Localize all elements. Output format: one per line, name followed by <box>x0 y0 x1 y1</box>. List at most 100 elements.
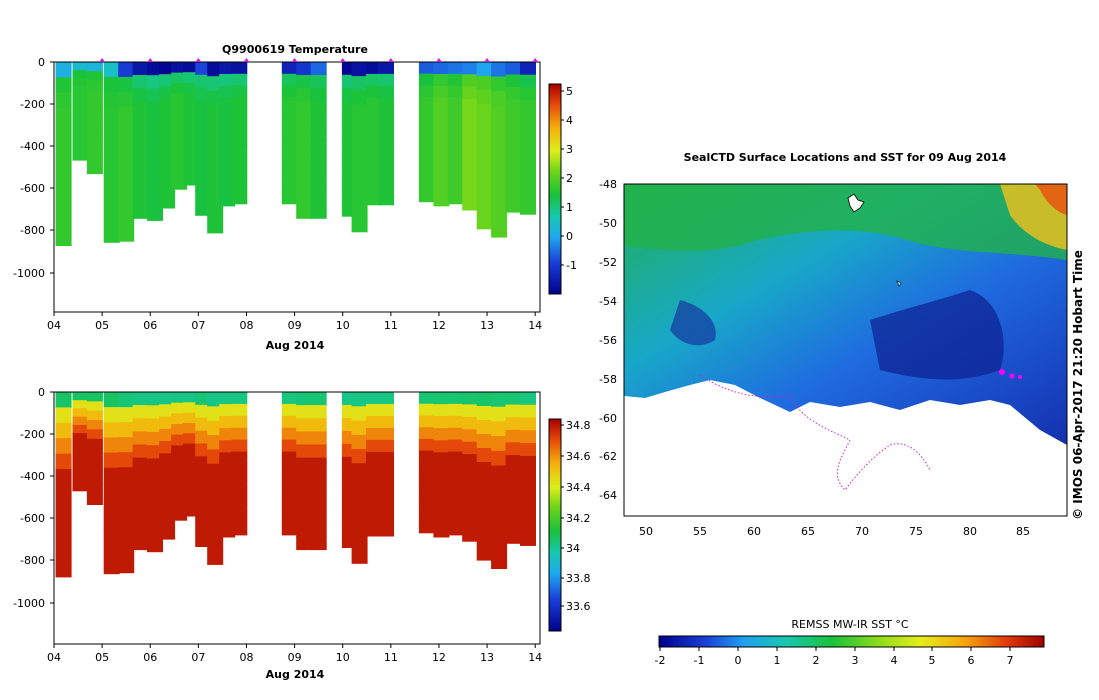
profile-cell <box>147 167 163 182</box>
profile-cell <box>281 121 298 134</box>
profile-cell <box>103 92 120 108</box>
profile-cell <box>310 192 327 206</box>
profile-cell <box>296 101 313 115</box>
profile-cell <box>231 73 248 87</box>
profile-marker <box>243 58 250 62</box>
profile-cell <box>296 205 313 219</box>
profile-cell <box>433 488 450 502</box>
profile-cell <box>132 523 149 537</box>
profile-cell <box>171 466 188 478</box>
profile-cell <box>72 416 89 426</box>
profile-cell <box>418 521 435 534</box>
profile-cell <box>447 132 464 146</box>
profile-cell <box>72 482 89 492</box>
profile-cell <box>296 166 313 180</box>
profile-cell <box>147 101 163 116</box>
profile-cell <box>296 536 313 551</box>
profile-cell <box>476 103 493 119</box>
profile-cell <box>491 178 508 194</box>
profile-cell <box>55 138 72 155</box>
profile-marker <box>339 58 346 62</box>
cold-patch-west <box>670 300 716 346</box>
profile-cell <box>147 62 163 76</box>
profile-cell <box>491 105 508 121</box>
profile-cell <box>418 96 435 110</box>
profile-cell <box>462 74 479 88</box>
profile-cell <box>296 497 313 511</box>
profile-cell <box>520 176 536 190</box>
profile-cell <box>72 127 89 137</box>
profile-cell <box>433 512 450 526</box>
profile-cell <box>351 463 368 479</box>
profile-cell <box>86 420 103 431</box>
profile-cell <box>447 439 464 453</box>
profile-cell <box>219 97 236 111</box>
profile-cell <box>55 422 72 439</box>
profile-cell <box>505 187 522 201</box>
profile-cell <box>476 89 493 105</box>
profile-cell <box>231 439 248 453</box>
profile-cell <box>219 452 236 466</box>
profile-cell <box>310 88 327 102</box>
profile-cell <box>476 62 493 77</box>
profile-cell <box>296 179 313 193</box>
profile-cell <box>433 476 450 490</box>
profile-cell <box>351 132 368 148</box>
profile-cell <box>118 166 135 182</box>
profile-cell <box>132 127 149 141</box>
profile-cell <box>433 500 450 514</box>
profile-cell <box>491 421 508 437</box>
profile-cell <box>147 525 163 539</box>
profile-cell <box>476 392 493 407</box>
profile-cell <box>103 137 120 153</box>
profile-marker <box>435 58 442 62</box>
profile-cell <box>72 119 89 128</box>
colorbar-tick: 1 <box>774 654 781 667</box>
profile-cell <box>351 434 368 450</box>
profile-cell <box>171 498 188 511</box>
profile-cell <box>520 392 536 406</box>
profile-cell <box>296 127 313 141</box>
colorbar-tick: -1 <box>694 654 705 667</box>
profile-cell <box>183 133 200 145</box>
profile-cell <box>183 443 200 455</box>
profile-cell <box>183 62 200 73</box>
x-tick: 11 <box>384 651 398 664</box>
profile-cell <box>171 445 188 457</box>
profile-cell <box>378 62 394 75</box>
profile-cell <box>418 73 435 86</box>
y-tick: -48 <box>599 178 617 191</box>
profile-cell <box>72 433 89 442</box>
profile-cell <box>491 222 508 238</box>
profile-cell <box>147 88 163 103</box>
warm-band <box>624 184 1067 260</box>
profile-cell <box>378 133 394 146</box>
profile-cell <box>118 106 135 123</box>
profile-cell <box>433 157 450 171</box>
profile-cell <box>147 445 163 460</box>
profile-marker <box>484 58 491 62</box>
profile-cell <box>171 488 188 500</box>
profile-cell <box>132 536 149 551</box>
profile-cell <box>476 173 493 188</box>
profile-cell <box>447 403 464 417</box>
profile-cell <box>418 509 435 522</box>
profile-cell <box>72 94 89 104</box>
profile-cell <box>505 162 522 176</box>
y-tick: -800 <box>20 224 45 237</box>
profile-cell <box>281 62 298 75</box>
profile-cell <box>281 522 298 536</box>
profile-cell <box>310 457 327 472</box>
profile-cell <box>86 99 103 110</box>
profile-cell <box>118 467 135 483</box>
profile-cell <box>296 392 313 406</box>
profile-cell <box>378 451 394 465</box>
profile-cell <box>147 405 163 420</box>
profile-cell <box>132 166 149 180</box>
profile-cell <box>281 403 298 417</box>
profile-cell <box>520 404 536 419</box>
profile-cell <box>433 97 450 111</box>
profile-cell <box>418 62 435 75</box>
profile-cell <box>447 191 464 205</box>
profile-cell <box>351 449 368 464</box>
